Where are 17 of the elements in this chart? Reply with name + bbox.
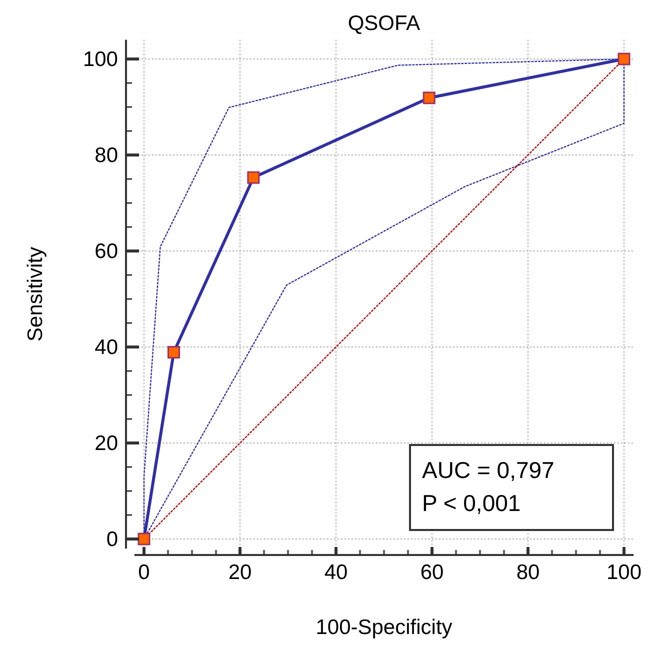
x-tick-label: 40: [324, 561, 348, 584]
y-tick-label: 20: [94, 432, 118, 455]
y-tick-label: 60: [94, 240, 118, 263]
x-tick-label: 20: [228, 561, 252, 584]
x-tick-label: 100: [606, 561, 642, 584]
annotation: AUC = 0,797: [422, 457, 554, 483]
y-axis-title: Sensitivity: [24, 246, 47, 342]
y-tick-label: 100: [82, 48, 118, 71]
y-tick-label: 0: [106, 528, 118, 551]
chart-title: QSOFA: [348, 12, 420, 35]
annotation: P < 0,001: [422, 490, 521, 516]
x-tick-label: 0: [138, 561, 150, 584]
x-tick-label: 80: [516, 561, 540, 584]
y-tick-label: 80: [94, 144, 118, 167]
y-tick-label: 40: [94, 336, 118, 359]
x-tick-label: 60: [420, 561, 444, 584]
x-axis-title: 100-Specificity: [316, 616, 453, 639]
